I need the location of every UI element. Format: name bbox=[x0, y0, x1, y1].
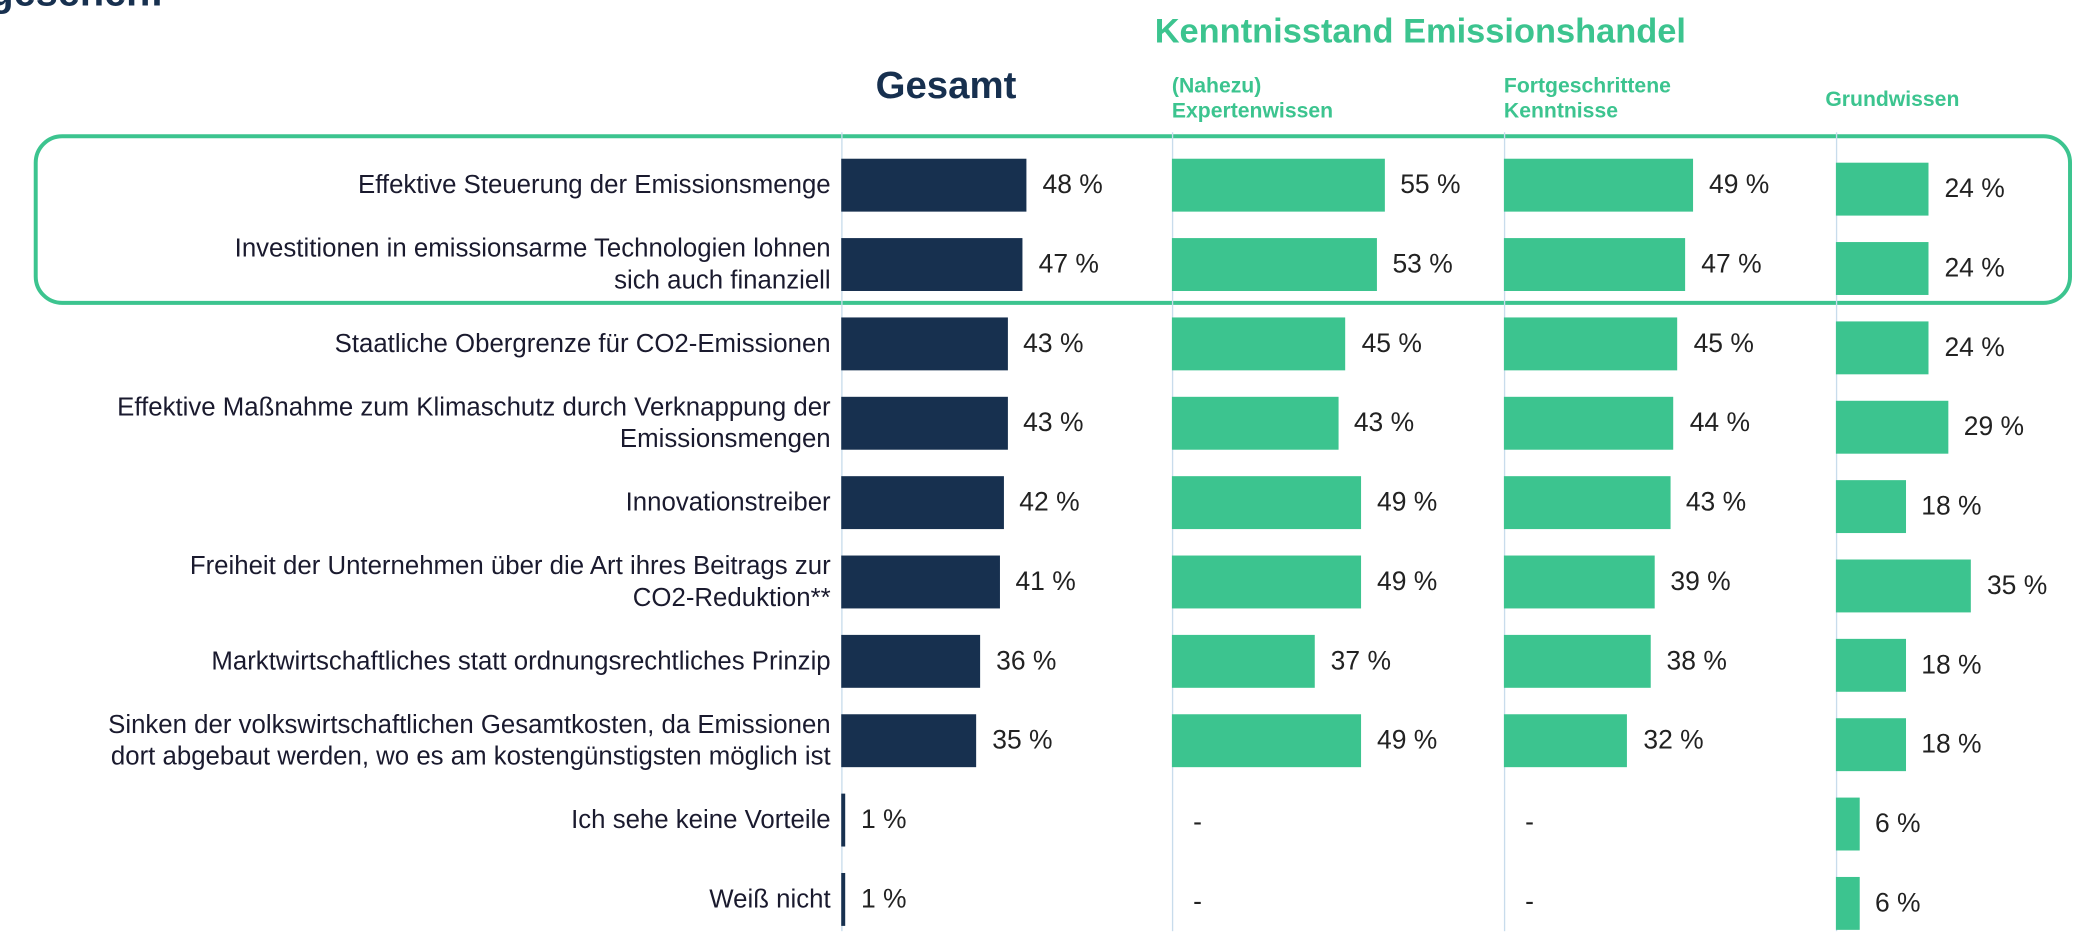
group-title: Kenntnisstand Emissionshandel bbox=[1154, 10, 1686, 51]
bar bbox=[1503, 476, 1670, 530]
bar bbox=[1503, 238, 1686, 291]
value-label: 38 % bbox=[1666, 646, 1727, 676]
bar bbox=[1171, 396, 1338, 450]
value-label: 39 % bbox=[1670, 567, 1731, 597]
bar bbox=[1835, 480, 1906, 534]
series-title: (Nahezu) Expertenwissen bbox=[1171, 75, 1334, 124]
bar bbox=[841, 396, 1008, 450]
category-label: Marktwirtschaftliches statt ordnungsrech… bbox=[211, 646, 831, 676]
series-title: Fortgeschrittene Kenntnisse bbox=[1503, 75, 1671, 124]
value-label: 1 % bbox=[860, 884, 907, 914]
bar bbox=[841, 238, 1023, 291]
bar bbox=[841, 317, 1008, 371]
bar bbox=[841, 158, 1027, 212]
value-label: - bbox=[1525, 808, 1534, 838]
category-label: Effektive Steuerung der Emissionsmenge bbox=[357, 170, 831, 200]
value-label: 43 % bbox=[1353, 408, 1415, 438]
value-label: 49 % bbox=[1377, 488, 1438, 518]
bar bbox=[1503, 714, 1628, 768]
value-label: 49 % bbox=[1709, 170, 1770, 200]
bar bbox=[841, 555, 1000, 609]
value-label: 48 % bbox=[1042, 170, 1103, 200]
value-label: 6 % bbox=[1874, 809, 1921, 839]
bar bbox=[1835, 559, 1972, 613]
category-label: Staatliche Obergrenze für CO2-Emissionen bbox=[334, 329, 831, 359]
value-label: 41 % bbox=[1015, 567, 1076, 597]
bar bbox=[1835, 876, 1860, 930]
category-label: Weiß nicht bbox=[709, 884, 831, 914]
panel-separator bbox=[1171, 132, 1174, 932]
bar bbox=[1503, 634, 1651, 688]
value-label: 45 % bbox=[1693, 329, 1754, 359]
bar bbox=[1835, 638, 1906, 692]
bar bbox=[1503, 158, 1694, 212]
value-label: 55 % bbox=[1400, 170, 1461, 200]
bar bbox=[1503, 555, 1655, 609]
bar bbox=[1835, 242, 1929, 295]
category-label: Ich sehe keine Vorteile bbox=[571, 805, 831, 835]
bar bbox=[1503, 396, 1674, 450]
value-label: - bbox=[1193, 887, 1202, 917]
bar bbox=[1503, 317, 1678, 371]
bar bbox=[841, 793, 846, 847]
bar bbox=[841, 634, 981, 688]
value-label: 36 % bbox=[996, 646, 1057, 676]
value-label: 35 % bbox=[992, 726, 1053, 756]
category-label: Investitionen in emissionsarme Technolog… bbox=[234, 234, 831, 295]
bar bbox=[1835, 718, 1906, 772]
category-label: Freiheit der Unternehmen über die Art ih… bbox=[189, 551, 831, 613]
value-label: 47 % bbox=[1038, 249, 1099, 280]
value-label: 24 % bbox=[1944, 174, 2005, 204]
value-label: 53 % bbox=[1392, 249, 1453, 280]
value-label: 24 % bbox=[1944, 253, 2005, 284]
bar bbox=[1835, 797, 1860, 851]
panel-separator bbox=[1503, 132, 1506, 932]
category-label: Effektive Maßnahme zum Klimaschutz durch… bbox=[117, 392, 831, 454]
value-label: 18 % bbox=[1921, 650, 1982, 680]
value-label: 43 % bbox=[1685, 488, 1747, 518]
bar bbox=[1171, 158, 1385, 212]
value-label: 1 % bbox=[860, 805, 907, 835]
value-label: 24 % bbox=[1944, 333, 2005, 363]
series-title: Gesamt bbox=[875, 64, 1017, 107]
value-label: 6 % bbox=[1874, 888, 1921, 918]
bar bbox=[1835, 162, 1929, 216]
series-title: Grundwissen bbox=[1825, 87, 1960, 111]
bar bbox=[841, 872, 846, 926]
bar bbox=[841, 476, 1004, 530]
highlight-box bbox=[33, 134, 2073, 305]
bar bbox=[1171, 714, 1362, 768]
value-label: 35 % bbox=[1986, 571, 2048, 601]
value-label: 29 % bbox=[1963, 412, 2025, 442]
value-label: 18 % bbox=[1921, 730, 1982, 760]
bar bbox=[1171, 634, 1315, 688]
value-label: 44 % bbox=[1689, 408, 1751, 438]
value-label: - bbox=[1525, 887, 1534, 917]
bar bbox=[1171, 317, 1346, 371]
panel-separator bbox=[841, 132, 843, 932]
value-label: - bbox=[1193, 808, 1202, 838]
bar bbox=[1171, 476, 1362, 530]
value-label: 49 % bbox=[1377, 726, 1438, 756]
value-label: 47 % bbox=[1701, 249, 1762, 280]
value-label: 18 % bbox=[1921, 492, 1982, 522]
value-label: 37 % bbox=[1330, 646, 1391, 676]
bar bbox=[841, 714, 977, 768]
value-label: 43 % bbox=[1023, 408, 1084, 438]
value-label: 49 % bbox=[1377, 567, 1438, 597]
bar bbox=[1171, 238, 1377, 291]
bar bbox=[1171, 555, 1362, 609]
category-label: Sinken der volkswirtschaftlichen Gesamtk… bbox=[108, 710, 831, 772]
value-label: 32 % bbox=[1643, 726, 1704, 756]
bar bbox=[1835, 400, 1948, 454]
clipped-title: gesehen: bbox=[0, 0, 164, 16]
value-label: 43 % bbox=[1023, 329, 1084, 359]
value-label: 45 % bbox=[1361, 329, 1422, 359]
bar bbox=[1835, 321, 1929, 375]
category-label: Innovationstreiber bbox=[625, 488, 831, 518]
value-label: 42 % bbox=[1019, 488, 1080, 518]
